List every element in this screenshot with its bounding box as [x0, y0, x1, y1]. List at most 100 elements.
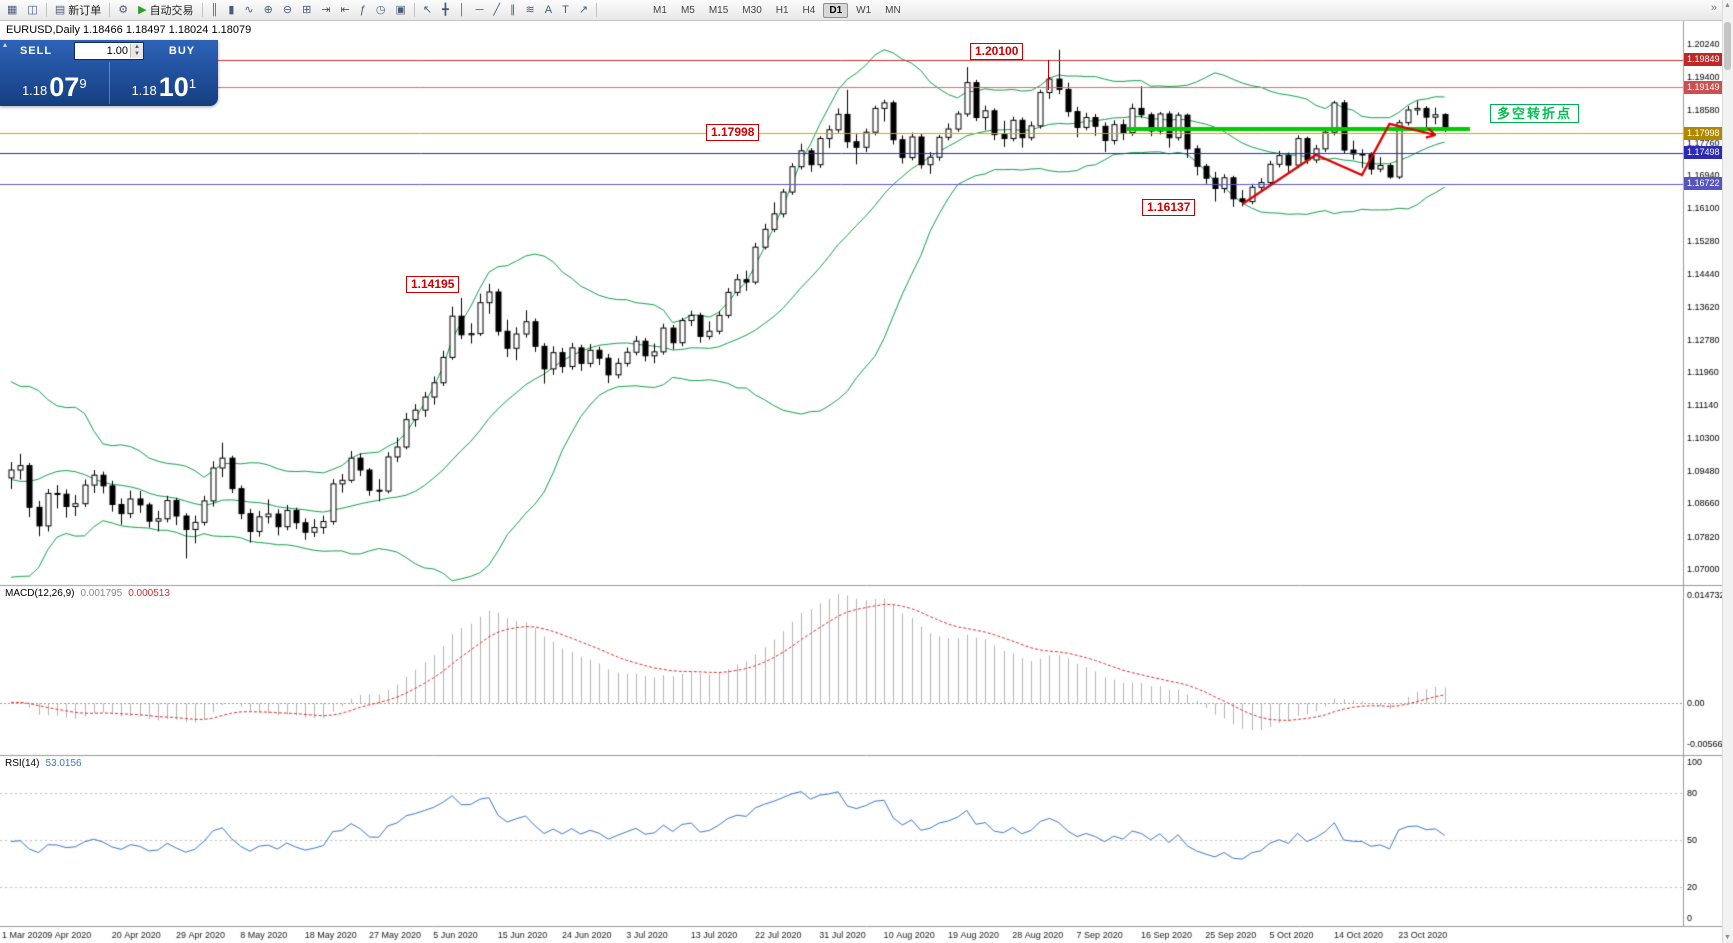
zoom-in-icon[interactable]: ⊕ [260, 1, 277, 19]
buy-price-base: 1.18 [131, 83, 157, 98]
timeframe-d1[interactable]: D1 [823, 2, 849, 18]
timeframe-m15[interactable]: M15 [708, 4, 729, 16]
label-icon: T [562, 4, 569, 16]
vertical-line-icon: │ [458, 4, 466, 16]
sell-price-main: 07 [49, 72, 80, 102]
buy-button-label[interactable]: BUY [168, 45, 196, 57]
scroll-up-icon[interactable]: ▲ [1724, 2, 1731, 9]
toolbar-separator [45, 3, 47, 17]
auto-scroll-icon[interactable]: ⇥ [317, 1, 334, 19]
toolbar-overflow-icon[interactable]: » [1710, 2, 1717, 14]
price-tag-1.17998: 1.17998 [1684, 126, 1728, 140]
annotation-peak-callout-line [1048, 60, 1049, 90]
line-chart-icon: ∿ [244, 4, 254, 16]
sell-button[interactable]: 1.18 07 9 [0, 62, 110, 104]
channel-icon: ∥ [510, 4, 516, 16]
volume-input[interactable] [75, 44, 130, 58]
vertical-scrollbar[interactable]: ▲ ▼ [1722, 0, 1733, 943]
rsi-name: RSI(14) [5, 758, 40, 769]
text-icon: A [544, 4, 553, 16]
scroll-down-icon[interactable]: ▼ [1724, 934, 1731, 941]
arrows-icon: ↗ [578, 4, 589, 16]
timeframe-h1[interactable]: H1 [775, 4, 789, 16]
symbol-ohlc-label: EURUSD,Daily 1.18466 1.18497 1.18024 1.1… [6, 24, 252, 36]
indicators-icon[interactable]: ƒ [356, 1, 370, 19]
sell-price-base: 1.18 [21, 83, 48, 98]
rsi-label: RSI(14) 53.0156 [5, 758, 82, 769]
timeframe-mn[interactable]: MN [885, 4, 901, 16]
crosshair-icon[interactable]: ╋ [438, 1, 453, 19]
bar-chart-icon[interactable]: ║ [207, 1, 223, 19]
toolbar-separator [596, 3, 598, 17]
channel-icon[interactable]: ∥ [506, 1, 520, 19]
autotrade-button[interactable]: ▶ 自动交易 [134, 1, 197, 19]
bar-chart-icon: ║ [210, 4, 219, 16]
chart-profiles-icon: ◫ [27, 4, 38, 16]
annotation-resistance-price[interactable]: 1.17998 [706, 124, 760, 141]
trade-panel-toggle[interactable]: ▴ [3, 40, 8, 49]
horizontal-line-icon[interactable]: ─ [472, 1, 488, 19]
price-tag-1.19149: 1.19149 [1684, 80, 1728, 94]
horizontal-line-icon: ─ [475, 4, 484, 16]
chart-profiles-icon[interactable]: ◫ [23, 1, 41, 19]
trendline-icon: ╱ [493, 4, 501, 16]
auto-scroll-icon: ⇥ [321, 4, 331, 16]
macd-label: MACD(12,26,9) 0.001795 0.000513 [5, 588, 170, 599]
toolbar-separator [109, 3, 111, 17]
timeframe-h4[interactable]: H4 [802, 4, 816, 16]
macd-main-value: 0.001795 [80, 588, 123, 599]
cursor-icon[interactable]: ↖ [419, 1, 436, 19]
candlestick-icon: ▮ [228, 4, 235, 16]
autotrade-button-label: 自动交易 [149, 5, 194, 17]
timeframe-m5[interactable]: M5 [680, 4, 695, 16]
crosshair-icon: ╋ [442, 4, 449, 16]
scrollbar-thumb[interactable] [1724, 22, 1731, 70]
new-order-button[interactable]: ▤ 新订单 [51, 1, 105, 19]
volume-down-icon[interactable]: ▼ [131, 51, 143, 58]
price-tag-1.17498: 1.17498 [1684, 146, 1728, 160]
indicators-icon: ƒ [359, 4, 366, 16]
new-chart-icon: ▦ [7, 4, 18, 16]
zoom-out-icon[interactable]: ⊖ [279, 1, 296, 19]
tile-windows-icon[interactable]: ⊞ [298, 1, 315, 19]
candlestick-icon[interactable]: ▮ [224, 1, 238, 19]
toolbar: ▦ ◫ ▤ 新订单 ⚙ ▶ 自动交易 ║ ▮ ∿ ⊕ ⊖ ⊞ ⇥ ⇤ ƒ ◷ ▣ ↖ ╋ │ ─ ╱ ∥ ≋ A T ↗ M1 M5 M15… [0, 0, 1723, 21]
line-chart-icon[interactable]: ∿ [240, 1, 257, 19]
fibonacci-icon: ≋ [525, 4, 535, 16]
periods-icon: ◷ [375, 4, 386, 16]
trendline-icon[interactable]: ╱ [489, 1, 504, 19]
volume-up-icon[interactable]: ▲ [131, 44, 143, 51]
annotation-turning-point[interactable]: 多空转折点 [1490, 104, 1580, 123]
volume-stepper[interactable]: ▲ ▼ [74, 42, 144, 60]
templates-icon[interactable]: ▣ [391, 1, 409, 19]
sell-button-label[interactable]: SELL [19, 45, 53, 57]
expert-advisors-icon[interactable]: ⚙ [114, 1, 132, 19]
arrows-icon[interactable]: ↗ [575, 1, 592, 19]
macd-signal-value: 0.000513 [128, 588, 170, 599]
buy-price-sup: 1 [188, 76, 197, 91]
timeframe-m1[interactable]: M1 [653, 4, 667, 16]
timeframe-m30[interactable]: M30 [742, 4, 762, 16]
annotation-september-low-price[interactable]: 1.16137 [1142, 199, 1196, 216]
vertical-line-icon[interactable]: │ [455, 1, 470, 19]
sell-price-sup: 9 [79, 76, 87, 91]
periods-icon[interactable]: ◷ [372, 1, 390, 19]
new-order-button: ▤ [54, 4, 66, 16]
annotation-peak-price[interactable]: 1.20100 [970, 43, 1024, 60]
text-icon[interactable]: A [541, 1, 556, 19]
annotation-june-high-price[interactable]: 1.14195 [406, 276, 460, 293]
timeframe-group: M1 M5 M15 M30 H1 H4 D1 W1 MN [646, 2, 908, 18]
new-chart-icon[interactable]: ▦ [3, 1, 21, 19]
label-icon[interactable]: T [558, 1, 573, 19]
fibonacci-icon[interactable]: ≋ [522, 1, 539, 19]
zoom-in-icon: ⊕ [263, 4, 273, 16]
chart-shift-icon[interactable]: ⇤ [337, 1, 354, 19]
zoom-out-icon: ⊖ [282, 4, 293, 16]
cursor-icon: ↖ [422, 4, 433, 16]
macd-name: MACD(12,26,9) [5, 588, 75, 599]
chart-shift-icon: ⇤ [340, 4, 350, 16]
buy-button[interactable]: 1.18 10 1 [110, 62, 219, 104]
toolbar-separator [201, 3, 203, 17]
timeframe-w1[interactable]: W1 [856, 4, 872, 16]
